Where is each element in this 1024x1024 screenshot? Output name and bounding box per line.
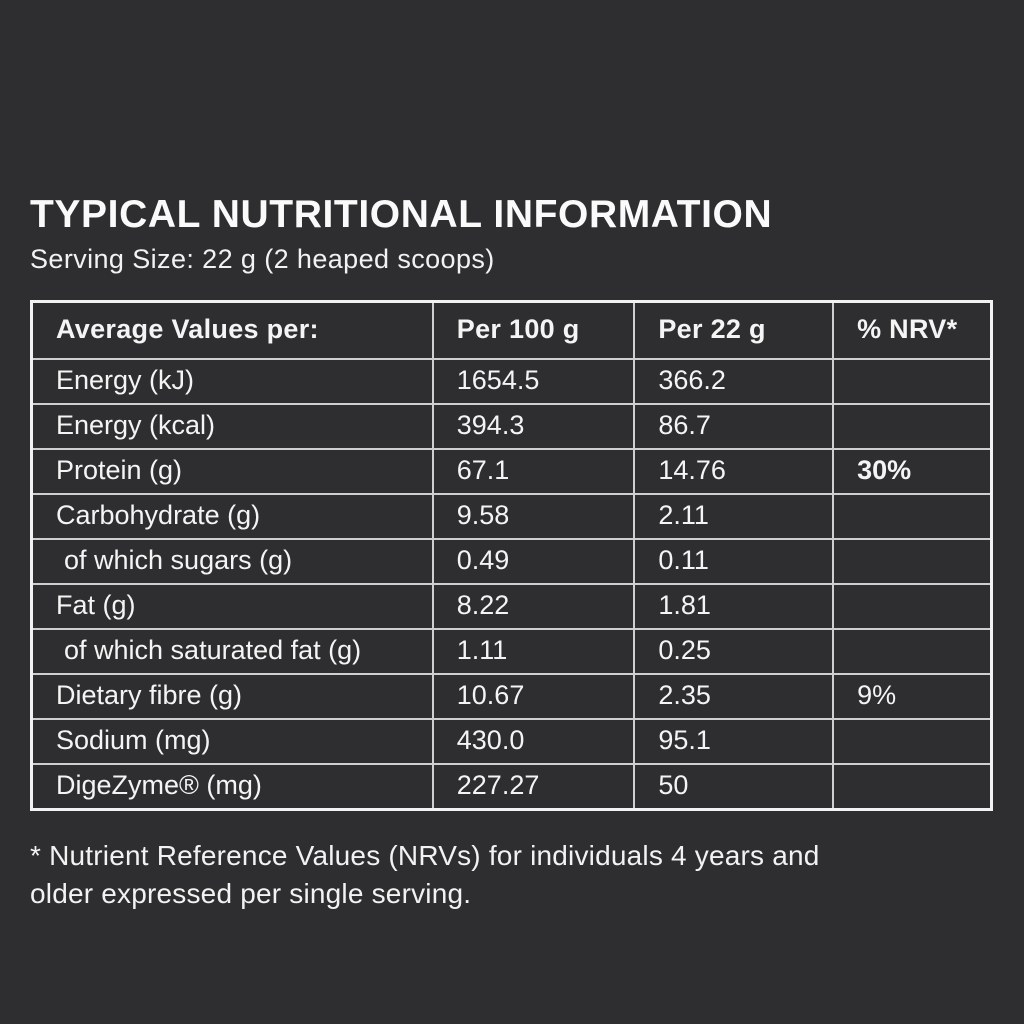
value-per-100g: 10.67 [431, 673, 636, 720]
value-per-100g: 227.27 [431, 763, 636, 811]
value-nrv: 30% [832, 448, 993, 495]
value-per-22g: 1.81 [633, 583, 835, 630]
row-label: Energy (kJ) [30, 358, 434, 405]
table-row-protein: Protein (g) 67.1 14.76 30% [30, 448, 993, 495]
nutrition-table: Average Values per: Per 100 g Per 22 g %… [30, 300, 993, 811]
value-per-22g: 0.25 [633, 628, 835, 675]
value-per-100g: 8.22 [431, 583, 636, 630]
value-nrv: 9% [832, 673, 993, 720]
page-title: TYPICAL NUTRITIONAL INFORMATION [30, 193, 773, 236]
table-row-sugars: of which sugars (g) 0.49 0.11 [30, 538, 993, 585]
row-label: Dietary fibre (g) [30, 673, 434, 720]
value-per-100g: 430.0 [431, 718, 636, 765]
value-per-100g: 394.3 [431, 403, 636, 450]
table-row-carbohydrate: Carbohydrate (g) 9.58 2.11 [30, 493, 993, 540]
column-header-per-22g: Per 22 g [633, 300, 835, 360]
row-label: Energy (kcal) [30, 403, 434, 450]
serving-size: Serving Size: 22 g (2 heaped scoops) [30, 244, 495, 274]
value-per-22g: 95.1 [633, 718, 835, 765]
row-label: Sodium (mg) [30, 718, 434, 765]
value-nrv [832, 763, 993, 811]
table-row-energy-kj: Energy (kJ) 1654.5 366.2 [30, 358, 993, 405]
table-header-row: Average Values per: Per 100 g Per 22 g %… [30, 300, 993, 360]
value-per-22g: 14.76 [633, 448, 835, 495]
column-header-nrv: % NRV* [832, 300, 993, 360]
table-row-saturated-fat: of which saturated fat (g) 1.11 0.25 [30, 628, 993, 675]
footnote-line-1: * Nutrient Reference Values (NRVs) for i… [30, 840, 820, 871]
value-per-100g: 67.1 [431, 448, 636, 495]
value-per-100g: 1654.5 [431, 358, 636, 405]
row-label: Protein (g) [30, 448, 434, 495]
row-label: of which sugars (g) [30, 538, 434, 585]
value-per-100g: 9.58 [431, 493, 636, 540]
row-label: of which saturated fat (g) [30, 628, 434, 675]
value-per-100g: 1.11 [431, 628, 636, 675]
value-nrv [832, 403, 993, 450]
value-nrv [832, 628, 993, 675]
row-label: Fat (g) [30, 583, 434, 630]
value-nrv [832, 583, 993, 630]
table-row-dietary-fibre: Dietary fibre (g) 10.67 2.35 9% [30, 673, 993, 720]
table-row-sodium: Sodium (mg) 430.0 95.1 [30, 718, 993, 765]
value-per-100g: 0.49 [431, 538, 636, 585]
row-label: DigeZyme® (mg) [30, 763, 434, 811]
value-per-22g: 86.7 [633, 403, 835, 450]
footnote-line-2: older expressed per single serving. [30, 878, 472, 909]
value-nrv [832, 718, 993, 765]
value-per-22g: 2.11 [633, 493, 835, 540]
value-per-22g: 2.35 [633, 673, 835, 720]
value-nrv [832, 358, 993, 405]
table-row-fat: Fat (g) 8.22 1.81 [30, 583, 993, 630]
row-label: Carbohydrate (g) [30, 493, 434, 540]
table-row-energy-kcal: Energy (kcal) 394.3 86.7 [30, 403, 993, 450]
value-per-22g: 366.2 [633, 358, 835, 405]
value-nrv [832, 538, 993, 585]
value-per-22g: 50 [633, 763, 835, 811]
table-row-digezyme: DigeZyme® (mg) 227.27 50 [30, 763, 993, 811]
column-header-per-100g: Per 100 g [431, 300, 636, 360]
value-nrv [832, 493, 993, 540]
nrv-footnote: * Nutrient Reference Values (NRVs) for i… [30, 837, 994, 913]
value-per-22g: 0.11 [633, 538, 835, 585]
column-header-average-values: Average Values per: [30, 300, 434, 360]
